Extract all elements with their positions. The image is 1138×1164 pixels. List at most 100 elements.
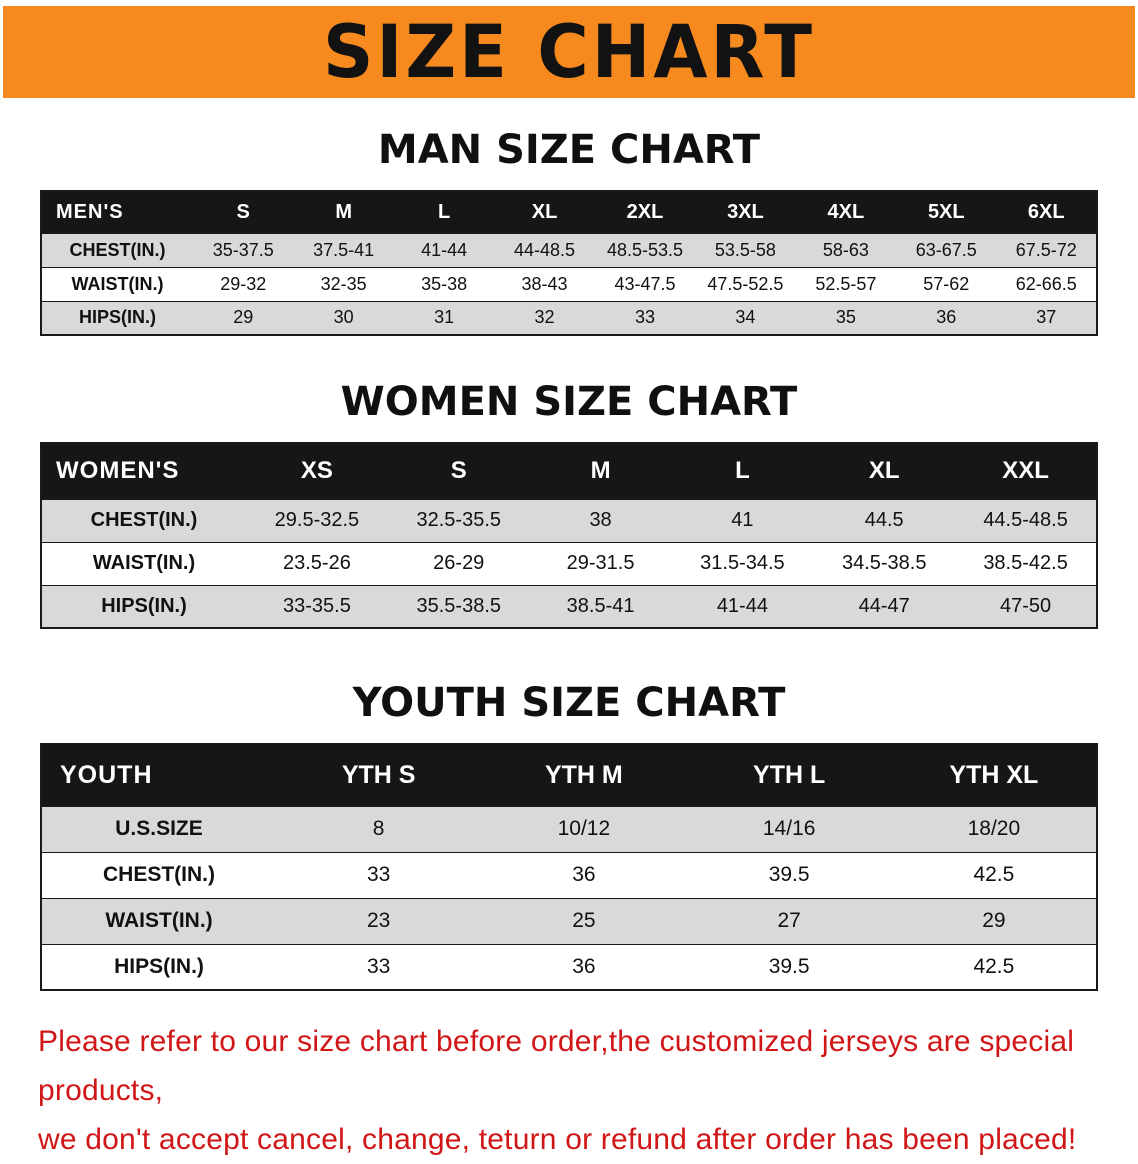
- size-cell: 48.5-53.5: [594, 232, 696, 268]
- women-section-title: WOMEN SIZE CHART: [340, 379, 798, 425]
- size-cell: 29.5-32.5: [246, 498, 388, 543]
- youth-size-table: YOUTH YTH S YTH M YTH L YTH XL U.S.SIZE …: [40, 743, 1098, 991]
- size-cell: 33-35.5: [246, 584, 388, 629]
- size-cell: 34.5-38.5: [813, 541, 956, 586]
- youth-section: YOUTH SIZE CHART YOUTH YTH S YTH M YTH L…: [0, 681, 1138, 991]
- column-header: XL: [813, 442, 956, 500]
- column-header: 4XL: [795, 190, 897, 234]
- size-cell: 53.5-58: [695, 232, 796, 268]
- disclaimer-line-2: we don't accept cancel, change, teturn o…: [38, 1123, 1077, 1156]
- row-label: HIPS(IN.): [41, 584, 246, 629]
- youth-header-row: YOUTH YTH S YTH M YTH L YTH XL: [41, 743, 1097, 807]
- size-cell: 67.5-72: [996, 232, 1097, 268]
- row-label: HIPS(IN.): [41, 943, 276, 991]
- women-group-label: WOMEN'S: [41, 442, 246, 500]
- size-cell: 37.5-41: [293, 232, 394, 268]
- size-cell: 33: [594, 300, 696, 336]
- size-cell: 10/12: [481, 805, 687, 853]
- table-row: CHEST(IN.) 29.5-32.5 32.5-35.5 38 41 44.…: [41, 498, 1097, 543]
- size-cell: 44.5: [813, 498, 956, 543]
- column-header: XS: [246, 442, 388, 500]
- size-cell: 41-44: [671, 584, 814, 629]
- size-cell: 44-47: [813, 584, 956, 629]
- size-cell: 33: [276, 851, 482, 899]
- women-section: WOMEN SIZE CHART WOMEN'S XS S M L XL XXL…: [0, 380, 1138, 629]
- size-cell: 44.5-48.5: [955, 498, 1097, 543]
- row-label: CHEST(IN.): [41, 232, 193, 268]
- row-label: WAIST(IN.): [41, 266, 193, 302]
- column-header: 5XL: [896, 190, 997, 234]
- size-cell: 37: [996, 300, 1097, 336]
- men-section-title: MAN SIZE CHART: [377, 127, 761, 173]
- table-row: U.S.SIZE 8 10/12 14/16 18/20: [41, 805, 1097, 853]
- size-cell: 35-38: [393, 266, 495, 302]
- size-cell: 34: [695, 300, 796, 336]
- column-header: M: [529, 442, 672, 500]
- size-cell: 47-50: [955, 584, 1097, 629]
- row-label: HIPS(IN.): [41, 300, 193, 336]
- size-cell: 25: [481, 897, 687, 945]
- youth-section-title: YOUTH SIZE CHART: [352, 680, 786, 726]
- size-cell: 31.5-34.5: [671, 541, 814, 586]
- size-cell: 30: [293, 300, 394, 336]
- size-cell: 29: [193, 300, 294, 336]
- size-cell: 32-35: [293, 266, 394, 302]
- table-row: HIPS(IN.) 33 36 39.5 42.5: [41, 943, 1097, 991]
- column-header: L: [671, 442, 814, 500]
- size-cell: 43-47.5: [594, 266, 696, 302]
- size-cell: 31: [393, 300, 495, 336]
- column-header: YTH M: [481, 743, 687, 807]
- column-header: M: [293, 190, 394, 234]
- column-header: XL: [494, 190, 595, 234]
- size-cell: 38-43: [494, 266, 595, 302]
- youth-group-label: YOUTH: [41, 743, 276, 807]
- size-cell: 29-32: [193, 266, 294, 302]
- men-section: MAN SIZE CHART MEN'S S M L XL 2XL 3XL 4X…: [0, 128, 1138, 336]
- size-cell: 42.5: [891, 943, 1097, 991]
- table-row: CHEST(IN.) 35-37.5 37.5-41 41-44 44-48.5…: [41, 232, 1097, 268]
- column-header: L: [393, 190, 495, 234]
- size-cell: 27: [686, 897, 892, 945]
- men-group-label: MEN'S: [41, 190, 193, 234]
- men-size-table: MEN'S S M L XL 2XL 3XL 4XL 5XL 6XL CHEST…: [40, 190, 1098, 336]
- table-row: HIPS(IN.) 33-35.5 35.5-38.5 38.5-41 41-4…: [41, 584, 1097, 629]
- size-cell: 62-66.5: [996, 266, 1097, 302]
- size-cell: 26-29: [387, 541, 530, 586]
- row-label: WAIST(IN.): [41, 897, 276, 945]
- size-cell: 44-48.5: [494, 232, 595, 268]
- size-cell: 29-31.5: [529, 541, 672, 586]
- size-cell: 32.5-35.5: [387, 498, 530, 543]
- size-cell: 33: [276, 943, 482, 991]
- size-cell: 52.5-57: [795, 266, 897, 302]
- size-cell: 18/20: [891, 805, 1097, 853]
- row-label: WAIST(IN.): [41, 541, 246, 586]
- size-cell: 23: [276, 897, 482, 945]
- size-cell: 39.5: [686, 851, 892, 899]
- size-cell: 57-62: [896, 266, 997, 302]
- column-header: XXL: [955, 442, 1097, 500]
- size-cell: 36: [481, 943, 687, 991]
- table-row: WAIST(IN.) 23.5-26 26-29 29-31.5 31.5-34…: [41, 541, 1097, 586]
- size-cell: 8: [276, 805, 482, 853]
- size-chart-page: SIZE CHART MAN SIZE CHART MEN'S S M L XL…: [0, 6, 1138, 1156]
- size-cell: 41-44: [393, 232, 495, 268]
- size-cell: 35.5-38.5: [387, 584, 530, 629]
- table-row: WAIST(IN.) 23 25 27 29: [41, 897, 1097, 945]
- column-header: 2XL: [594, 190, 696, 234]
- disclaimer-line-1: Please refer to our size chart before or…: [38, 1025, 1075, 1107]
- size-cell: 35-37.5: [193, 232, 294, 268]
- column-header: YTH L: [686, 743, 892, 807]
- size-cell: 39.5: [686, 943, 892, 991]
- size-cell: 38.5-41: [529, 584, 672, 629]
- column-header: YTH XL: [891, 743, 1097, 807]
- row-label: CHEST(IN.): [41, 498, 246, 543]
- size-cell: 63-67.5: [896, 232, 997, 268]
- size-cell: 23.5-26: [246, 541, 388, 586]
- table-row: HIPS(IN.) 29 30 31 32 33 34 35 36 37: [41, 300, 1097, 336]
- table-row: WAIST(IN.) 29-32 32-35 35-38 38-43 43-47…: [41, 266, 1097, 302]
- size-cell: 36: [896, 300, 997, 336]
- column-header: YTH S: [276, 743, 482, 807]
- men-header-row: MEN'S S M L XL 2XL 3XL 4XL 5XL 6XL: [41, 190, 1097, 234]
- size-cell: 14/16: [686, 805, 892, 853]
- women-header-row: WOMEN'S XS S M L XL XXL: [41, 442, 1097, 500]
